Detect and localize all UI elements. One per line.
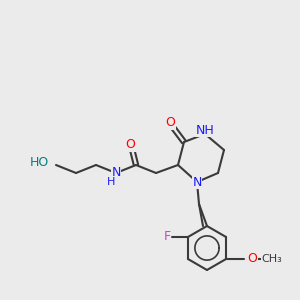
Text: F: F [164, 230, 170, 244]
Text: CH₃: CH₃ [262, 254, 282, 264]
Text: N: N [111, 167, 121, 179]
Text: N: N [192, 176, 202, 188]
Text: O: O [125, 139, 135, 152]
Text: HO: HO [29, 157, 49, 169]
Text: O: O [247, 253, 257, 266]
Text: O: O [165, 116, 175, 130]
Text: H: H [107, 177, 115, 187]
Text: NH: NH [196, 124, 214, 136]
